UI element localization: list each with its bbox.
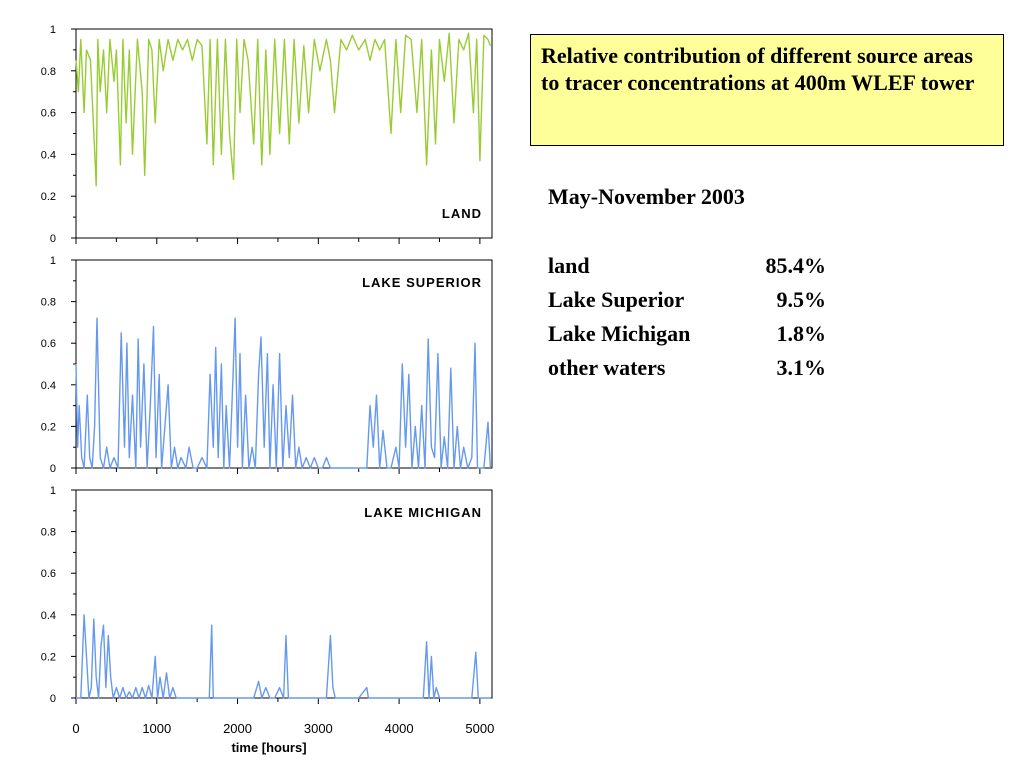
description-title: Relative contribution of different sourc… bbox=[541, 43, 975, 95]
plot-frame bbox=[75, 489, 493, 699]
y-tick-label: 0.2 bbox=[41, 191, 56, 203]
panel-title: LAKE MICHIGAN bbox=[364, 505, 482, 520]
series-line bbox=[75, 32, 492, 187]
contribution-value: 1.8% bbox=[776, 321, 827, 346]
series-line bbox=[75, 317, 492, 469]
contribution-row-land: land 85.4% bbox=[548, 253, 838, 287]
y-tick-label: 1 bbox=[50, 485, 56, 497]
y-tick-label: 0.8 bbox=[41, 527, 56, 539]
panel-title: LAKE SUPERIOR bbox=[362, 275, 482, 290]
x-tick-label: 3000 bbox=[304, 721, 333, 736]
contribution-row-lake-superior: Lake Superior 9.5% bbox=[548, 287, 838, 321]
chart-description-box: Relative contribution of different sourc… bbox=[530, 34, 1004, 146]
y-tick-label: 0.6 bbox=[41, 338, 56, 350]
y-tick-label: 1 bbox=[50, 255, 56, 267]
contribution-label: Lake Michigan bbox=[548, 321, 691, 346]
y-tick-label: 0.2 bbox=[41, 421, 56, 433]
y-tick-label: 0.4 bbox=[41, 149, 56, 161]
contribution-label: other waters bbox=[548, 355, 666, 380]
contribution-value: 3.1% bbox=[776, 355, 827, 380]
x-tick-label: 4000 bbox=[385, 721, 414, 736]
y-tick-label: 0.4 bbox=[41, 380, 56, 392]
x-axis-label: time [hours] bbox=[231, 740, 306, 755]
period-label: May-November 2003 bbox=[548, 184, 745, 209]
y-tick-label: 0.4 bbox=[41, 610, 56, 622]
contribution-row-other-waters: other waters 3.1% bbox=[548, 355, 838, 389]
contribution-value: 85.4% bbox=[765, 253, 827, 278]
y-tick-label: 0.8 bbox=[41, 297, 56, 309]
y-tick-label: 0.6 bbox=[41, 108, 56, 120]
stacked-time-series-chart: 0 0.2 0.4 0.6 0.8 1 LAND 0 0.2 0.4 0.6 0.8 1 LAKE SUP… bbox=[41, 24, 495, 755]
y-tick-label: 0.8 bbox=[41, 66, 56, 78]
x-tick-label: 2000 bbox=[223, 721, 252, 736]
y-tick-label: 1 bbox=[50, 24, 56, 36]
contribution-label: Lake Superior bbox=[548, 287, 685, 312]
y-tick-label: 0 bbox=[50, 693, 56, 705]
panel-title: LAND bbox=[442, 206, 482, 221]
y-tick-label: 0 bbox=[50, 233, 56, 245]
y-tick-label: 0.6 bbox=[41, 568, 56, 580]
x-tick-label: 1000 bbox=[142, 721, 171, 736]
y-tick-label: 0.2 bbox=[41, 651, 56, 663]
series-line bbox=[76, 614, 492, 699]
y-tick-label: 0 bbox=[50, 463, 56, 475]
contribution-list: land 85.4% Lake Superior 9.5% Lake Michi… bbox=[548, 253, 838, 389]
contribution-value: 9.5% bbox=[776, 287, 827, 312]
x-tick-label: 5000 bbox=[465, 721, 494, 736]
contribution-label: land bbox=[548, 253, 590, 278]
x-tick-label: 0 bbox=[72, 721, 79, 736]
contribution-row-lake-michigan: Lake Michigan 1.8% bbox=[548, 321, 838, 355]
